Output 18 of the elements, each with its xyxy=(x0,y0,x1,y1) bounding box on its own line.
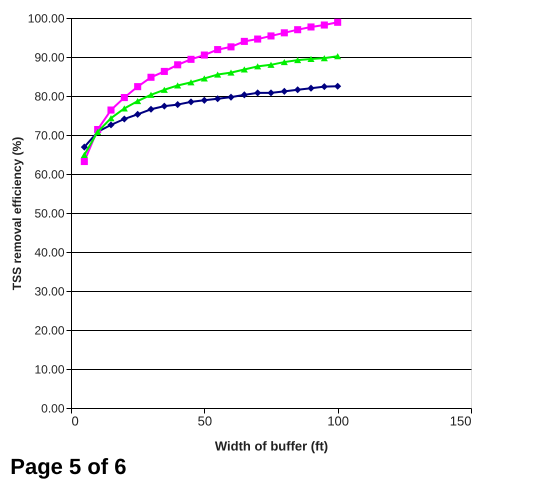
x-axis-title: Width of buffer (ft) xyxy=(214,438,328,454)
y-tick-label: 50.00 xyxy=(34,206,65,220)
y-tick-label: 40.00 xyxy=(34,246,65,260)
x-tick-label: 50 xyxy=(198,414,212,428)
y-tick-label: 80.00 xyxy=(34,90,65,104)
y-tick-label: 10.00 xyxy=(34,362,65,376)
y-axis-title: TSS removal efficiency (%) xyxy=(10,136,24,290)
y-tick-label: 100.00 xyxy=(28,12,65,26)
y-tick-label: 60.00 xyxy=(34,168,65,182)
y-tick-label: 70.00 xyxy=(34,128,65,142)
y-tick-label: 90.00 xyxy=(34,50,65,64)
y-tick-label: 20.00 xyxy=(34,324,65,338)
y-tick-label: 30.00 xyxy=(34,284,65,298)
y-tick-label: 0.00 xyxy=(41,402,65,416)
x-tick-label: 150 xyxy=(450,414,472,428)
x-tick-label: 0 xyxy=(72,414,79,428)
x-tick-label: 100 xyxy=(327,414,350,428)
text: Page 5 of 6 xyxy=(10,454,126,479)
